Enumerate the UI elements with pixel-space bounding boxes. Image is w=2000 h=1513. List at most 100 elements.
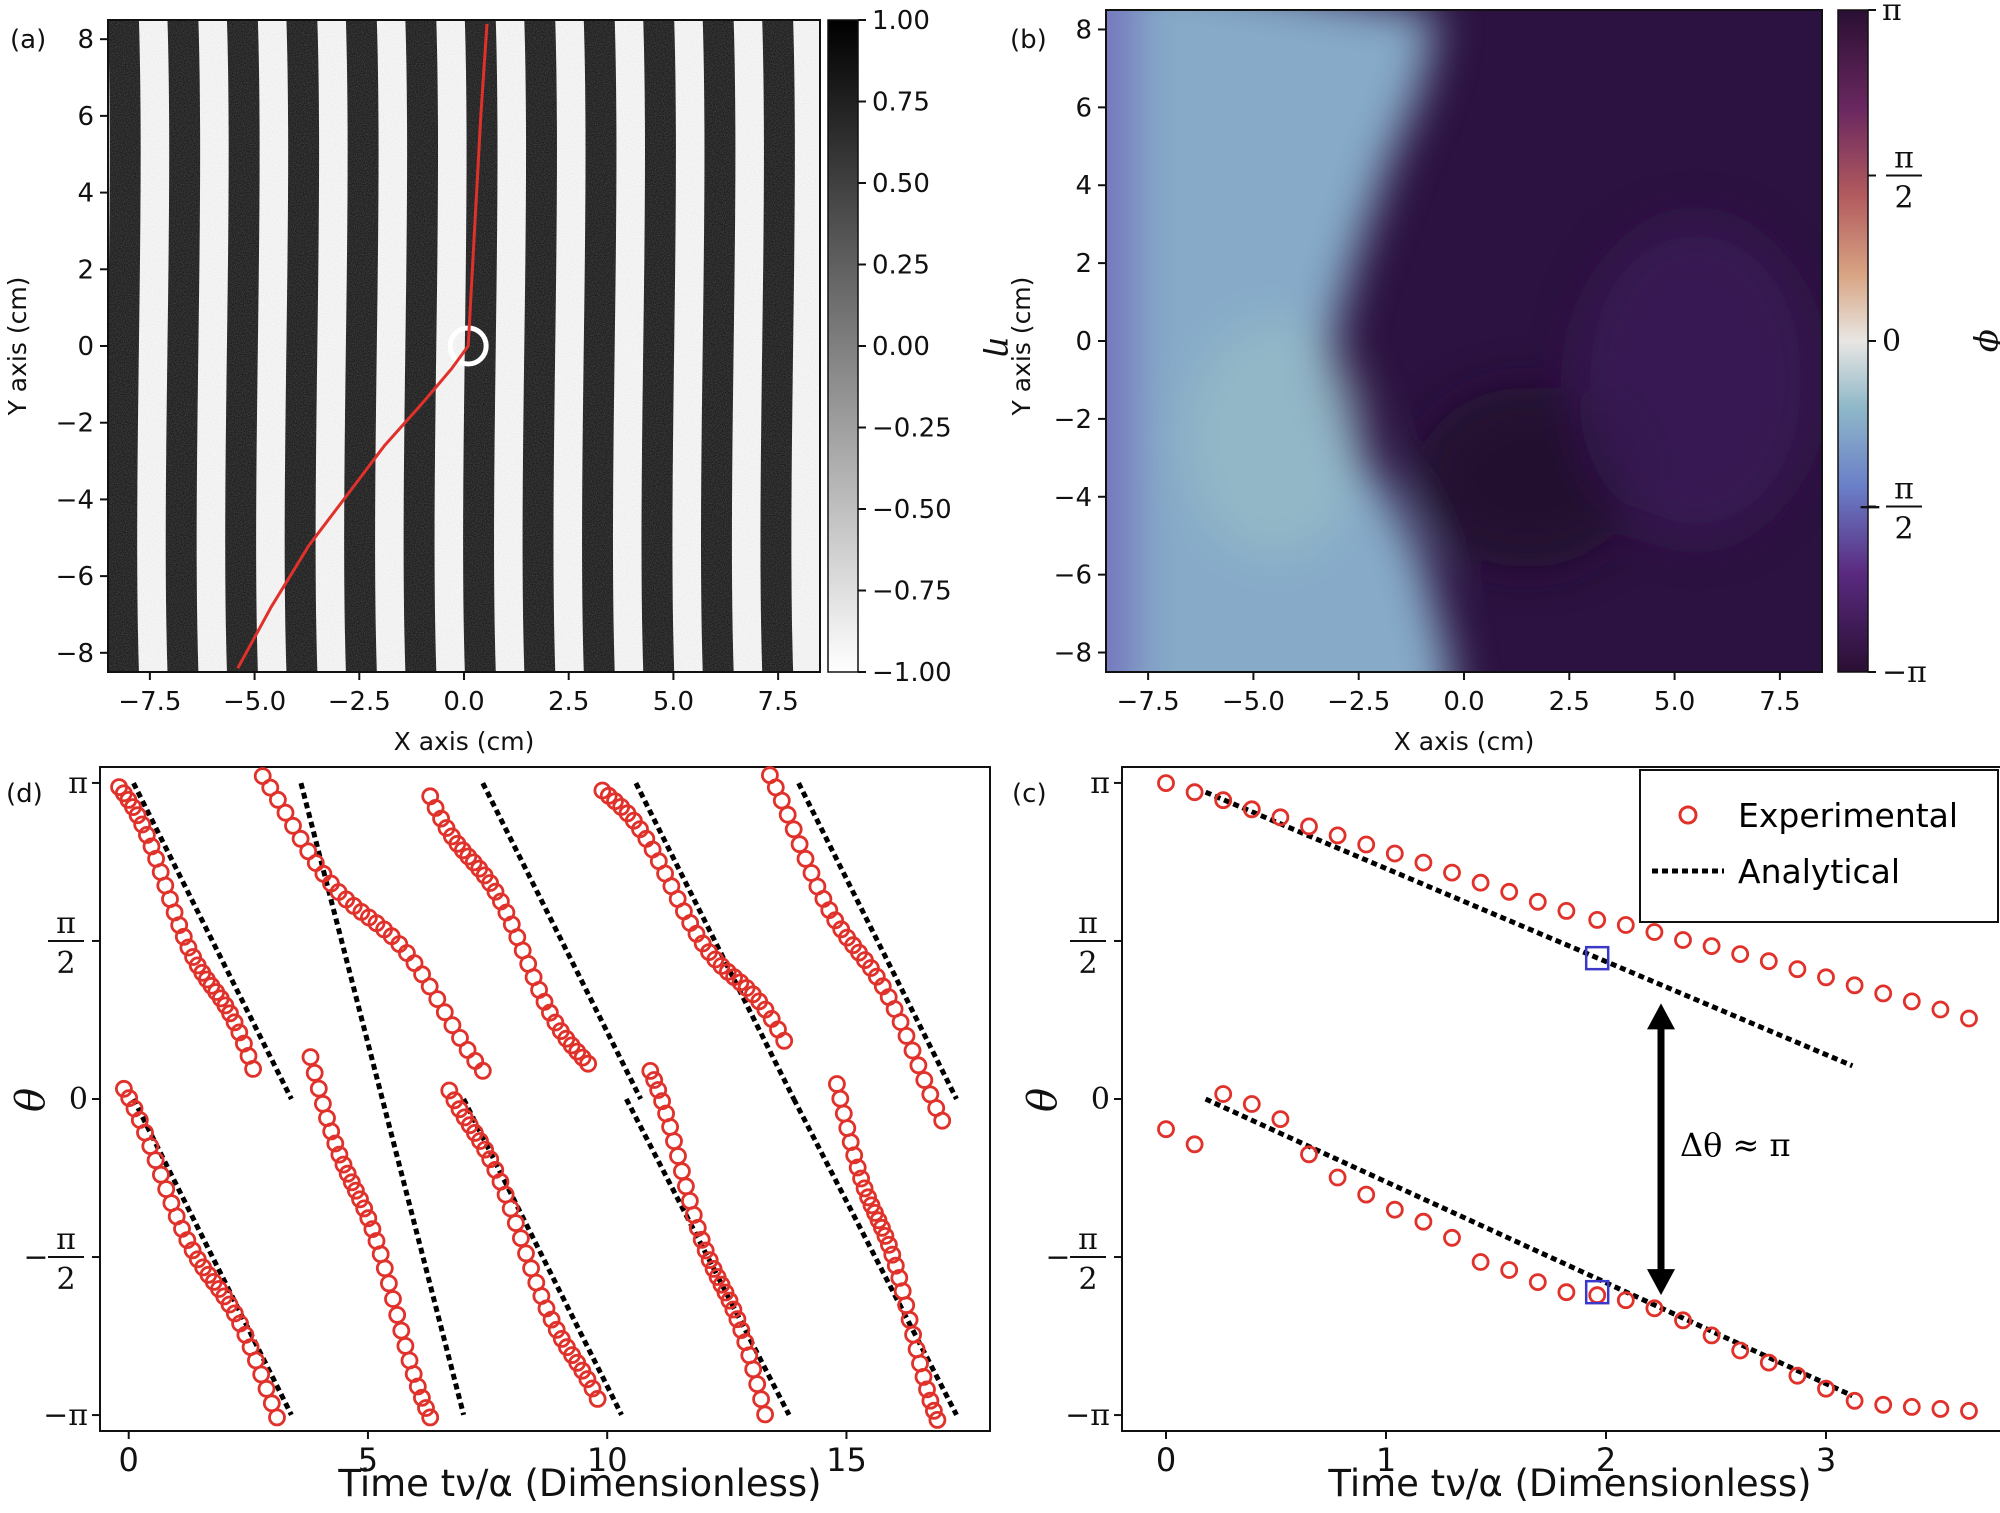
panel-b-ytick-label-5: 2 — [1075, 249, 1092, 279]
panel-d-point-56 — [252, 1365, 271, 1384]
panel-c-lower-point-9 — [1414, 1212, 1433, 1231]
panel-c-xtick-label-0: 0 — [1156, 1441, 1176, 1479]
panel-c-lower-point-4 — [1271, 1110, 1290, 1128]
panel-c-lower-point-10 — [1443, 1228, 1461, 1247]
panel-d-point-90 — [301, 1048, 320, 1066]
panel-d-point-215 — [661, 1118, 679, 1136]
panel-c-lower-point-1 — [1185, 1135, 1204, 1154]
panel-c-upper-point-5 — [1300, 817, 1318, 836]
panel-d-point-109 — [379, 1274, 398, 1293]
panel-d-point-30 — [115, 1079, 133, 1098]
panel-d-point-36 — [146, 1151, 165, 1170]
panel-c-upper-point-9 — [1414, 853, 1433, 872]
panel-b-left-edge — [1106, 10, 1136, 672]
panel-c-lower-point-23 — [1817, 1379, 1835, 1398]
panel-a-cbtick-label-6: −0.50 — [872, 495, 952, 525]
panel-b-ytick-label-7: 6 — [1075, 93, 1092, 123]
panel-c-arrow-head-top — [1647, 1003, 1675, 1030]
panel-d-point-223 — [692, 1230, 711, 1249]
panel-d-point-150 — [440, 1081, 459, 1100]
panel-d-point-219 — [677, 1177, 695, 1196]
panel-d-point-177 — [578, 1370, 597, 1389]
panel-b-cbtick-label-4-text: −π — [1882, 655, 1927, 690]
panel-d-point-263 — [897, 1027, 916, 1045]
panel-c-upper-point-24 — [1845, 976, 1864, 995]
panel-a-ticks: −7.5 −5.0 −2.5 0.0 2.5 5.0 7.5 −8 −6 −4 −2 0 2 4 6 8 — [56, 25, 799, 717]
panel-d-point-164 — [512, 1229, 530, 1248]
panel-d-point-91 — [305, 1064, 324, 1082]
panel-d-point-236 — [744, 1360, 763, 1379]
panel-a-ytick-label-8: 8 — [77, 25, 94, 55]
panel-c-ytick-label-2-text: 0 — [1091, 1082, 1110, 1117]
panel-d-point-100 — [342, 1173, 361, 1192]
panel-d-point-112 — [392, 1321, 411, 1340]
panel-d-ytick-label-1-num: π — [56, 906, 76, 941]
panel-c-ytick-label-3-den: 2 — [1078, 1262, 1097, 1297]
panel-c-lower-point-14 — [1557, 1283, 1576, 1302]
panel-d-point-29 — [244, 1060, 263, 1078]
panel-c-xtick-label-1: 1 — [1376, 1441, 1396, 1479]
panel-c-lower-point-8 — [1385, 1200, 1404, 1219]
panel-c-upper-point-17 — [1645, 923, 1664, 941]
panel-d-point-61 — [261, 778, 280, 797]
panel-d-frame — [99, 766, 991, 1432]
panel-d-point-237 — [748, 1375, 767, 1393]
panel-b-xtick-label-1: −5.0 — [1222, 687, 1285, 717]
panel-d-point-232 — [728, 1310, 747, 1329]
panel-b-label: (b) — [1010, 25, 1047, 55]
panel-d-point-37 — [151, 1165, 170, 1184]
panel-c-upper-point-6 — [1328, 826, 1347, 845]
panel-b-mid-spot — [1575, 219, 1816, 540]
panel-d-label: (d) — [6, 779, 43, 809]
panel-c-xlabel: Time tν/α (Dimensionless) — [1327, 1462, 1811, 1505]
panel-d-point-63 — [276, 803, 295, 822]
legend-experimental-label: Experimental — [1738, 796, 1958, 835]
panel-b-ytick-label-2: −4 — [1054, 483, 1092, 513]
panel-d-point-88 — [466, 1052, 485, 1070]
panel-d-point-284 — [876, 1227, 895, 1245]
panel-a-ytick-label-5: 2 — [77, 255, 94, 285]
panel-d-point-103 — [355, 1199, 374, 1218]
panel-d-point-246 — [796, 849, 815, 868]
panel-d-analytical-line-5 — [633, 781, 797, 1101]
panel-c-upper-point-23 — [1817, 968, 1835, 987]
panel-c-highlight-square-1 — [1584, 1279, 1610, 1305]
panel-b-colorbar-label: ϕ — [1971, 329, 2000, 352]
panel-a-ytick-label-2: −4 — [56, 485, 94, 515]
panel-a-xtick-label-0: −7.5 — [118, 687, 181, 717]
panel-c-lower-point-7 — [1357, 1185, 1376, 1204]
panel-a-cbtick-label-7: −0.75 — [872, 577, 952, 607]
panel-c-xtick-label-3: 3 — [1816, 1441, 1836, 1479]
panel-d-point-105 — [363, 1220, 382, 1238]
panel-c-ytick-label-3-sign: − — [1045, 1240, 1070, 1275]
panel-d-point-117 — [412, 1388, 431, 1407]
panel-a-ylabel: Y axis (cm) — [3, 277, 32, 417]
panel-d-point-233 — [732, 1321, 751, 1339]
panel-b-cbtick-label-2: 0 — [1882, 324, 1901, 359]
panel-a-label: (a) — [10, 25, 46, 55]
panel-d-point-264 — [903, 1041, 922, 1060]
panel-d-point-171 — [547, 1320, 566, 1339]
panel-a-colorbar-ticks: 1.00 0.75 0.50 0.25 0.00 −0.25 −0.50 −0.75 −1.00 — [858, 6, 952, 688]
panel-d-point-82 — [420, 977, 439, 996]
panel-c-ytick-label-3: −π 2 — [1045, 1222, 1106, 1297]
panel-d-analytical-line-8 — [791, 1097, 959, 1417]
panel-c-upper-point-0 — [1157, 774, 1175, 792]
panel-d-point-178 — [583, 1379, 602, 1398]
panel-d-point-210 — [641, 1062, 660, 1080]
panel-a-cbtick-label-5: −0.25 — [872, 414, 952, 444]
panel-a-ytick-label-1: −6 — [56, 562, 94, 592]
panel-d-ytick-label-3-sign: − — [23, 1240, 48, 1275]
panel-d-point-142 — [541, 1003, 559, 1022]
panel-c-lower-point-12 — [1500, 1261, 1519, 1279]
panel-a-ytick-label-6: 4 — [77, 179, 94, 209]
panel-c-upper-point-25 — [1874, 984, 1893, 1003]
panel-c-upper-point-1 — [1185, 783, 1204, 802]
panel-d-point-93 — [313, 1094, 332, 1113]
panel-b-ticks: −7.5 −5.0 −2.5 0.0 2.5 5.0 7.5 −8 −6 −4 −2 0 2 4 6 8 — [1054, 15, 1801, 717]
panel-c-lower-point-21 — [1759, 1353, 1778, 1372]
panel-a-xlabel: X axis (cm) — [394, 727, 535, 756]
